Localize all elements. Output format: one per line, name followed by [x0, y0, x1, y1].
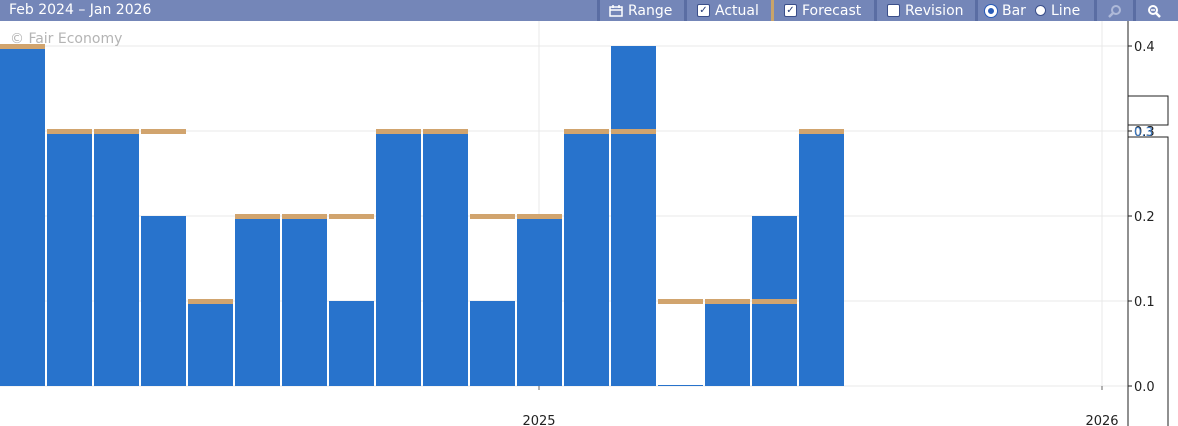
forecast-marker	[376, 129, 421, 134]
forecast-marker	[517, 214, 562, 219]
forecast-checkbox[interactable]: ✓	[784, 4, 797, 17]
actual-bar	[517, 216, 562, 386]
axis-highlight-box	[1127, 136, 1169, 426]
range-button[interactable]: Range	[609, 0, 672, 21]
forecast-marker	[752, 299, 797, 304]
actual-bar	[329, 301, 374, 386]
toolbar-separator	[597, 0, 600, 21]
actual-bar	[705, 301, 750, 386]
actual-toggle[interactable]: ✓ Actual	[697, 0, 759, 21]
forecast-marker	[235, 214, 280, 219]
actual-bar	[423, 131, 468, 386]
forecast-toggle[interactable]: ✓ Forecast	[784, 0, 861, 21]
axis-highlight-box	[1127, 95, 1169, 126]
actual-bar	[141, 216, 186, 386]
forecast-marker	[329, 214, 374, 219]
current-value-label: 0.3	[1134, 125, 1153, 139]
forecast-markers	[0, 44, 844, 304]
actual-bar	[0, 46, 45, 386]
zoom-in-button[interactable]	[1097, 0, 1133, 21]
toolbar-separator	[684, 0, 687, 21]
x-axis: 2025 2026	[522, 386, 1119, 426]
forecast-marker	[611, 129, 656, 134]
x-tick-label: 2026	[1085, 414, 1118, 426]
forecast-marker	[799, 129, 844, 134]
actual-bar	[658, 385, 703, 386]
actual-bar	[47, 131, 92, 386]
toolbar-separator	[874, 0, 877, 21]
revision-label: Revision	[905, 2, 964, 19]
actual-label: Actual	[715, 2, 759, 19]
revision-checkbox[interactable]	[887, 4, 900, 17]
line-radio[interactable]	[1035, 5, 1046, 16]
forecast-marker	[47, 129, 92, 134]
toolbar-separator	[1133, 0, 1136, 21]
y-axis: 0.00.10.20.30.40.3	[1127, 21, 1169, 426]
forecast-marker	[0, 44, 45, 49]
toolbar-separator	[771, 0, 774, 21]
forecast-marker	[470, 214, 515, 219]
actual-bars	[0, 46, 844, 386]
forecast-marker	[141, 129, 186, 134]
forecast-marker	[94, 129, 139, 134]
chart-toolbar: Feb 2024 – Jan 2026 Range ✓ Actual ✓ For…	[0, 0, 1178, 21]
actual-bar	[564, 131, 609, 386]
line-mode-option[interactable]: Line	[1035, 0, 1080, 21]
toolbar-separator	[975, 0, 978, 21]
toolbar-separator	[1094, 0, 1097, 21]
actual-bar	[799, 131, 844, 386]
actual-bar	[94, 131, 139, 386]
forecast-marker	[658, 299, 703, 304]
x-tick-label: 2025	[522, 414, 555, 426]
forecast-marker	[282, 214, 327, 219]
line-label: Line	[1051, 2, 1081, 19]
forecast-label: Forecast	[802, 2, 862, 19]
bar-mode-option[interactable]: Bar	[985, 0, 1026, 21]
forecast-marker	[705, 299, 750, 304]
actual-bar	[376, 131, 421, 386]
calendar-icon	[609, 4, 623, 17]
forecast-marker	[188, 299, 233, 304]
y-tick-label: 0.3	[1134, 125, 1155, 140]
y-tick-label: 0.2	[1134, 210, 1155, 225]
forecast-marker	[564, 129, 609, 134]
y-tick-label: 0.4	[1134, 40, 1155, 55]
watermark-text: © Fair Economy	[10, 31, 122, 47]
zoom-in-icon	[1108, 4, 1121, 18]
actual-bar	[188, 301, 233, 386]
actual-bar	[611, 46, 656, 386]
range-label: Range	[628, 2, 673, 19]
actual-bar	[235, 216, 280, 386]
revision-toggle[interactable]: Revision	[887, 0, 964, 21]
bar-radio[interactable]	[985, 4, 997, 17]
chart-area: © Fair Economy 0.00.10.20.30.40.3 2025 20…	[0, 21, 1169, 426]
actual-bar	[282, 216, 327, 386]
actual-bar	[470, 301, 515, 386]
actual-checkbox[interactable]: ✓	[697, 4, 710, 17]
date-range-label: Feb 2024 – Jan 2026	[9, 2, 152, 18]
bar-label: Bar	[1002, 2, 1026, 19]
y-tick-label: 0.1	[1134, 295, 1155, 310]
forecast-marker	[423, 129, 468, 134]
zoom-out-button[interactable]	[1136, 0, 1172, 21]
y-tick-label: 0.0	[1134, 380, 1155, 395]
zoom-out-icon	[1148, 4, 1161, 18]
